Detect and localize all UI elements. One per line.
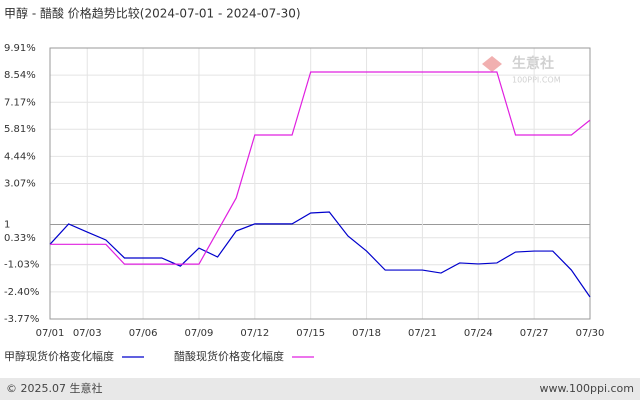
y-tick-label: 4.44% xyxy=(4,151,36,162)
footer-bar xyxy=(0,378,640,400)
plot-border xyxy=(49,47,591,320)
x-tick-label: 07/06 xyxy=(129,328,158,339)
chart-title: 甲醇 - 醋酸 价格趋势比较(2024-07-01 - 2024-07-30) xyxy=(4,6,301,21)
watermark: 生意社 100PPI.COM xyxy=(482,55,561,85)
y-tick-label: -3.77% xyxy=(4,314,39,325)
x-tick-label: 07/24 xyxy=(464,328,493,339)
watermark-name: 生意社 xyxy=(512,55,554,72)
y-tick-label: -2.40% xyxy=(4,287,39,298)
x-tick-label: 07/01 xyxy=(36,328,65,339)
x-tick-label: 07/27 xyxy=(520,328,549,339)
series-line xyxy=(50,71,591,265)
x-tick-label: 07/18 xyxy=(352,328,381,339)
x-tick-label: 07/15 xyxy=(296,328,325,339)
x-tick-label: 07/09 xyxy=(185,328,214,339)
y-tick-label: 8.54% xyxy=(4,70,36,81)
x-tick-label: 07/21 xyxy=(408,328,437,339)
watermark-url: 100PPI.COM xyxy=(512,76,561,85)
watermark-icon xyxy=(482,56,502,72)
y-tick-label: -1.03% xyxy=(4,260,39,271)
y-tick-label: 5.81% xyxy=(4,124,36,135)
legend-label: 醋酸现货价格变化幅度 xyxy=(174,349,284,363)
y-tick-label: 1 xyxy=(4,220,10,231)
x-tick-label: 07/30 xyxy=(576,328,605,339)
y-tick-label: 7.17% xyxy=(4,97,36,108)
series-line xyxy=(49,211,591,298)
x-tick-label: 07/12 xyxy=(240,328,269,339)
footer-site: www.100ppi.com xyxy=(540,382,634,395)
footer-copyright: © 2025.07 生意社 xyxy=(6,381,102,395)
y-tick-label: 0.33% xyxy=(4,233,36,244)
y-tick-label: 9.91% xyxy=(4,43,36,54)
y-tick-label: 3.07% xyxy=(4,179,36,190)
legend-label: 甲醇现货价格变化幅度 xyxy=(4,349,114,363)
x-tick-label: 07/03 xyxy=(73,328,102,339)
